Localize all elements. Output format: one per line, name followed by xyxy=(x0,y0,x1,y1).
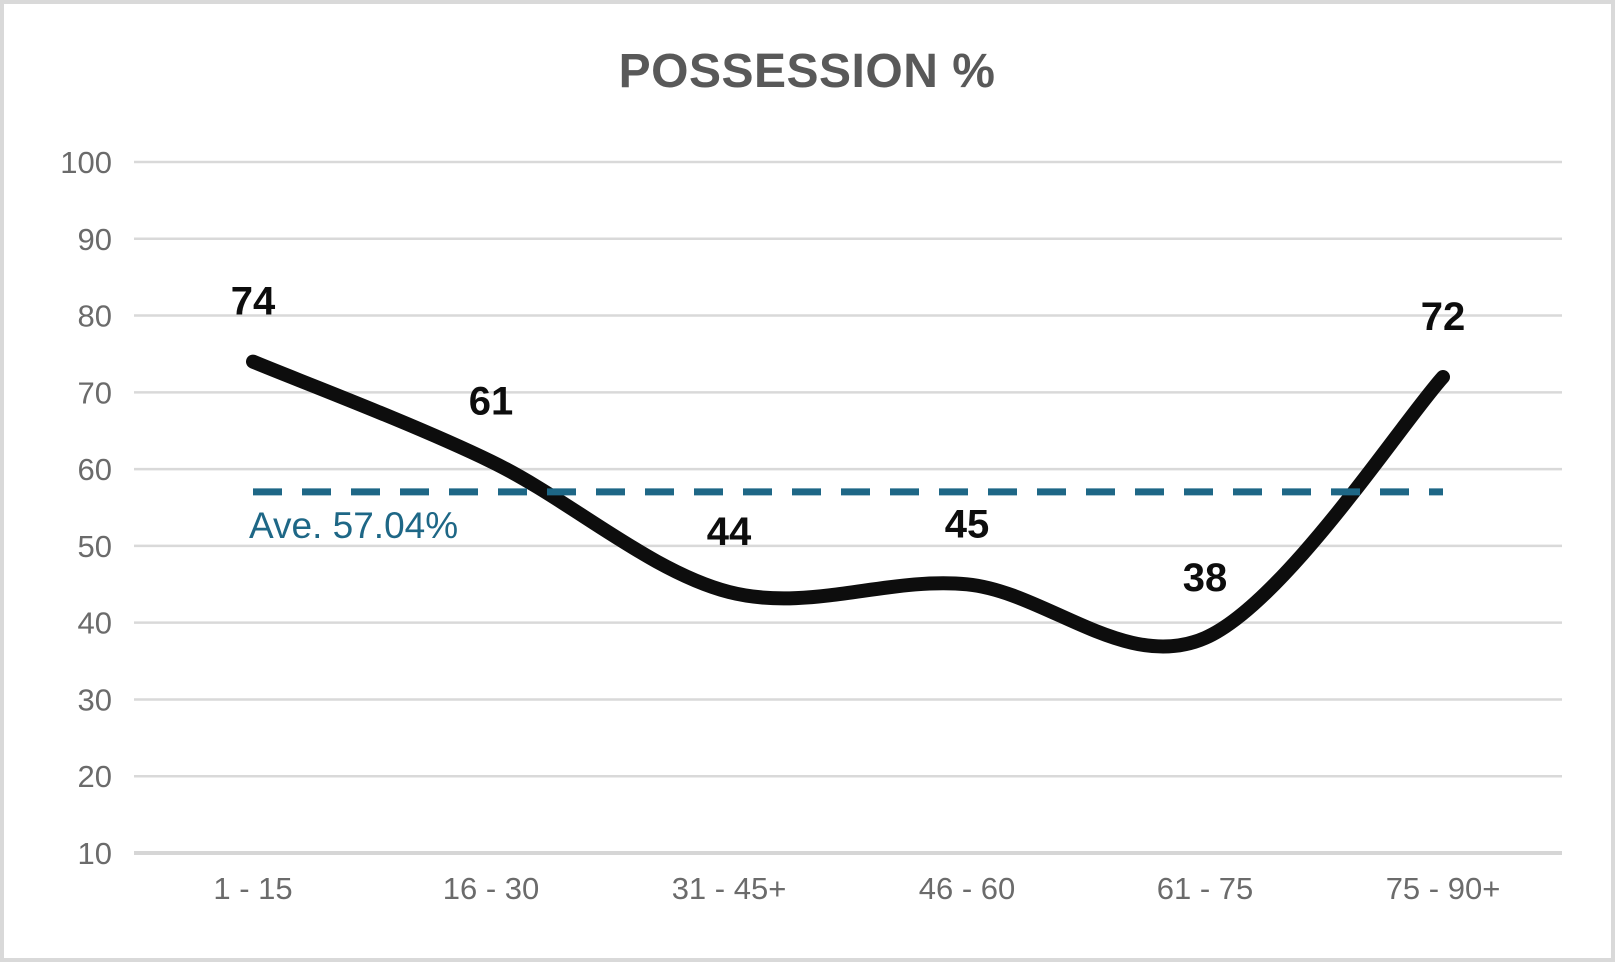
y-axis-tick-label: 90 xyxy=(78,222,112,257)
y-axis-tick-label: 80 xyxy=(78,299,112,334)
plot-area: 10 20 30 40 50 60 70 80 90 100 1 - 15 16 - 30 31 - 4… xyxy=(60,145,1562,906)
x-axis-category-label: 46 - 60 xyxy=(919,871,1016,906)
data-label: 74 xyxy=(231,280,276,324)
chart-title: POSSESSION % xyxy=(619,45,996,98)
data-label: 72 xyxy=(1421,295,1466,339)
y-axis-tick-label: 70 xyxy=(78,375,112,410)
y-axis-tick-label: 60 xyxy=(78,452,112,487)
y-axis-tick-label: 50 xyxy=(78,529,112,564)
y-axis-tick-label: 100 xyxy=(60,145,112,180)
data-label: 44 xyxy=(707,510,752,554)
possession-curve xyxy=(246,354,1450,654)
data-label: 61 xyxy=(469,379,514,423)
data-label: 38 xyxy=(1183,556,1228,600)
y-axis-tick-label: 10 xyxy=(78,836,112,871)
x-axis-category-label: 1 - 15 xyxy=(213,871,292,906)
x-axis-category-label: 75 - 90+ xyxy=(1386,871,1501,906)
y-axis-tick-label: 30 xyxy=(78,682,112,717)
x-axis-category-label: 16 - 30 xyxy=(443,871,540,906)
average-label: Ave. 57.04% xyxy=(249,505,458,546)
y-axis-tick-label: 40 xyxy=(78,606,112,641)
x-axis-category-label: 31 - 45+ xyxy=(672,871,787,906)
y-axis-tick-label: 20 xyxy=(78,759,112,794)
data-label: 45 xyxy=(945,502,990,546)
x-axis-category-label: 61 - 75 xyxy=(1157,871,1254,906)
